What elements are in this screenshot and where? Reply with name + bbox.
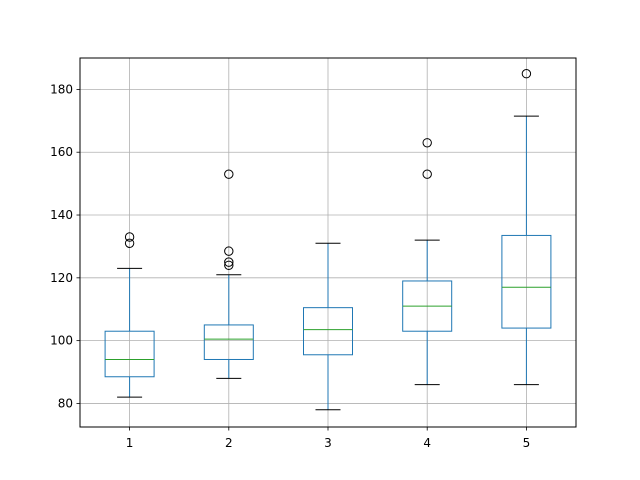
y-tick-label: 180 bbox=[50, 82, 73, 96]
outlier-point bbox=[224, 257, 234, 267]
iqr-box bbox=[104, 330, 155, 378]
iqr-box bbox=[303, 307, 353, 356]
y-tick-label: 100 bbox=[50, 334, 73, 348]
box-group-3 bbox=[303, 242, 353, 411]
box-group-1 bbox=[104, 232, 155, 398]
y-tick-label: 160 bbox=[50, 145, 73, 159]
outlier-point bbox=[124, 238, 135, 248]
axes: 80 100 120 140 160 180 1 2 3 4 5 bbox=[50, 82, 530, 450]
x-tick-label: 1 bbox=[126, 436, 134, 450]
iqr-box bbox=[501, 234, 552, 329]
y-tick-label: 80 bbox=[58, 396, 73, 410]
box-group-4 bbox=[402, 138, 453, 386]
outlier-point bbox=[224, 246, 234, 256]
y-tick-label: 140 bbox=[50, 208, 73, 222]
y-tick-label: 120 bbox=[50, 271, 73, 285]
box-group-2 bbox=[203, 169, 254, 379]
outlier-point bbox=[521, 69, 532, 79]
outlier-point bbox=[124, 232, 135, 242]
outlier-point bbox=[422, 138, 432, 148]
box-group-5 bbox=[501, 69, 552, 386]
x-tick-label: 5 bbox=[523, 436, 531, 450]
outlier-point bbox=[224, 169, 234, 179]
iqr-box bbox=[203, 324, 254, 360]
boxes bbox=[104, 69, 552, 411]
x-tick-label: 2 bbox=[225, 436, 233, 450]
x-tick-label: 4 bbox=[423, 436, 431, 450]
x-tick-label: 3 bbox=[324, 436, 332, 450]
outlier-point bbox=[422, 169, 432, 179]
outlier-point bbox=[224, 260, 234, 270]
